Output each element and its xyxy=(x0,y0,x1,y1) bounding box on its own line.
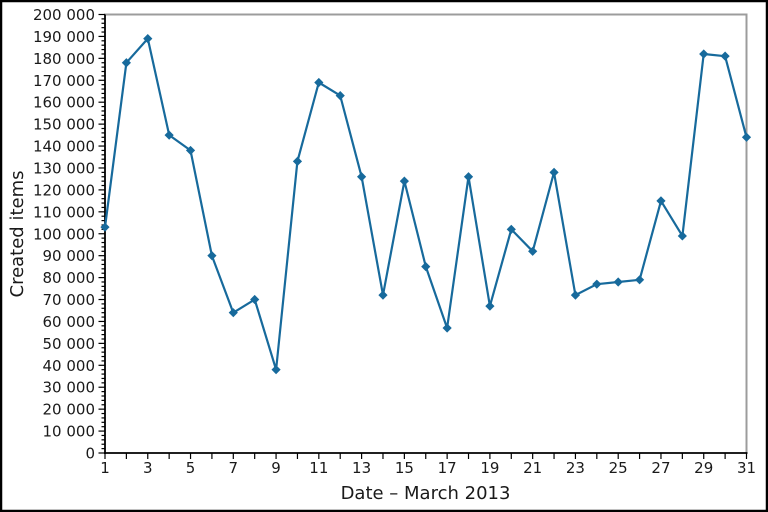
data-point-marker xyxy=(100,222,110,232)
y-tick-label: 70 000 xyxy=(43,291,96,309)
x-tick-label: 9 xyxy=(271,459,281,477)
y-axis-label: Created items xyxy=(7,170,28,297)
y-tick-label: 160 000 xyxy=(33,94,95,112)
y-tick-label: 20 000 xyxy=(43,401,96,419)
x-tick-label: 19 xyxy=(480,459,499,477)
x-tick-label: 15 xyxy=(395,459,414,477)
y-tick-label: 180 000 xyxy=(33,50,95,68)
data-series xyxy=(100,34,752,375)
x-tick-label: 21 xyxy=(523,459,542,477)
x-tick-label: 27 xyxy=(651,459,670,477)
x-axis-label: Date – March 2013 xyxy=(341,483,511,504)
data-point-marker xyxy=(207,251,217,261)
y-tick-label: 50 000 xyxy=(43,335,96,353)
y-tick-label: 130 000 xyxy=(33,159,95,177)
x-tick-label: 5 xyxy=(186,459,196,477)
data-point-marker xyxy=(741,132,752,142)
x-tick-label: 25 xyxy=(609,459,628,477)
y-tick-label: 0 xyxy=(85,445,95,463)
data-point-marker xyxy=(699,49,709,59)
y-tick-label: 190 000 xyxy=(33,28,95,46)
data-point-marker xyxy=(399,176,409,186)
x-tick-label: 29 xyxy=(694,459,713,477)
y-tick-label: 120 000 xyxy=(33,181,95,199)
data-point-marker xyxy=(271,365,281,375)
data-point-marker xyxy=(143,34,153,44)
data-point-marker xyxy=(314,77,324,88)
data-point-marker xyxy=(613,277,623,287)
y-tick-label: 110 000 xyxy=(33,203,95,221)
y-tick-label: 100 000 xyxy=(33,225,95,243)
data-point-marker xyxy=(485,301,495,311)
y-tick-label: 170 000 xyxy=(33,72,95,90)
x-tick-label: 17 xyxy=(438,459,457,477)
y-tick-label: 40 000 xyxy=(43,357,96,375)
x-tick-label: 3 xyxy=(143,459,153,477)
x-tick-label: 13 xyxy=(352,459,371,477)
y-tick-label: 150 000 xyxy=(33,116,95,134)
y-tick-label: 80 000 xyxy=(43,269,96,287)
data-point-marker xyxy=(121,58,131,68)
data-point-marker xyxy=(506,224,516,234)
x-tick-label: 11 xyxy=(309,459,328,477)
data-point-marker xyxy=(228,308,238,318)
data-point-marker xyxy=(292,156,303,166)
data-point-marker xyxy=(185,145,196,156)
y-tick-label: 30 000 xyxy=(43,379,96,397)
data-point-marker xyxy=(463,172,474,182)
data-point-marker xyxy=(528,246,538,256)
data-point-marker xyxy=(677,231,687,241)
y-tick-label: 10 000 xyxy=(43,423,96,441)
data-point-marker xyxy=(592,279,602,289)
y-tick-label: 200 000 xyxy=(33,6,95,24)
data-point-marker xyxy=(421,262,431,272)
data-point-marker xyxy=(378,290,388,300)
y-tick-label: 90 000 xyxy=(43,247,96,265)
data-point-marker xyxy=(656,196,666,206)
data-point-marker xyxy=(720,51,730,61)
x-tick-label: 1 xyxy=(100,459,110,477)
x-tick-label: 31 xyxy=(737,459,756,477)
axes-ticks: 0 10 000 20 000 30 000 40 000 50 000 60 000 70 … xyxy=(33,6,756,477)
data-point-marker xyxy=(335,91,345,101)
series-line xyxy=(103,37,748,371)
data-point-marker xyxy=(549,167,559,177)
y-tick-label: 140 000 xyxy=(33,138,95,156)
data-point-marker xyxy=(442,323,452,333)
data-point-marker xyxy=(250,294,260,305)
x-tick-label: 23 xyxy=(566,459,585,477)
data-point-marker xyxy=(570,290,581,300)
x-tick-label: 7 xyxy=(229,459,239,477)
data-point-marker xyxy=(634,275,645,285)
data-point-marker xyxy=(164,130,174,140)
data-point-marker xyxy=(357,172,367,182)
y-tick-label: 60 000 xyxy=(43,313,96,331)
